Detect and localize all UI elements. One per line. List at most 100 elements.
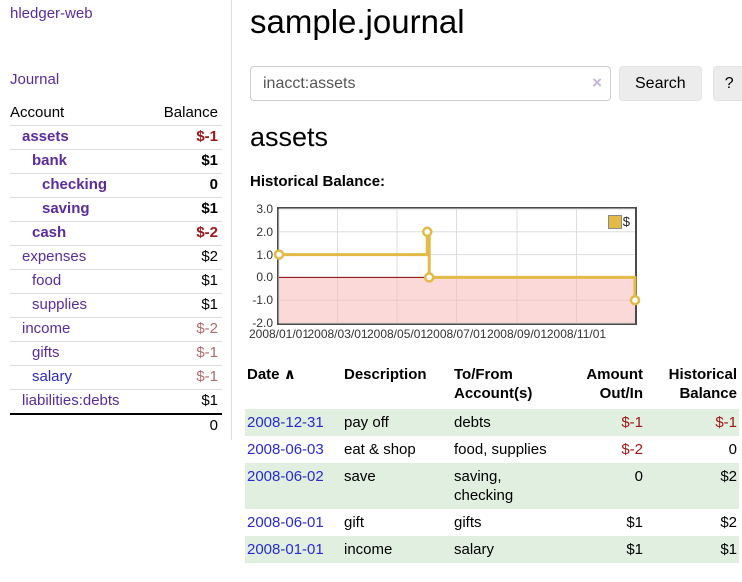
- accounts-balance-table: Account Balance assets $-1 bank $1 check…: [10, 102, 222, 438]
- account-link-bank[interactable]: bank: [32, 152, 68, 169]
- x-axis-tick-label: 2008/11/01: [546, 327, 607, 341]
- account-link-food[interactable]: food: [32, 272, 62, 289]
- account-link-supplies[interactable]: supplies: [32, 296, 88, 313]
- x-axis-tick-label: 2008/05/01: [366, 327, 428, 341]
- legend-label: $: [622, 214, 630, 229]
- transaction-date-link[interactable]: 2008-06-03: [247, 441, 324, 458]
- register-header-row: Date ∧ Description To/From Account(s) Am…: [245, 362, 739, 409]
- search-input[interactable]: [250, 66, 611, 101]
- account-balance: $-1: [196, 344, 218, 361]
- account-page-title: assets: [250, 122, 329, 152]
- transaction-description: income: [344, 541, 393, 558]
- chart-plot-area: $ 3.0 2.0 1.0 0.0 -1.0 -2.0 2008/01/01 2008/03/…: [249, 202, 641, 341]
- chart-legend: $: [606, 214, 631, 229]
- y-axis-tick-label: -2.0: [252, 316, 273, 330]
- account-row-cash: cash $-2: [10, 221, 222, 246]
- account-link-checking[interactable]: checking: [42, 176, 108, 193]
- x-axis-tick-label: 2008/01/01: [248, 327, 310, 341]
- transaction-accounts: food, supplies: [454, 441, 547, 458]
- register-header-accounts: To/From Account(s): [454, 366, 533, 402]
- transaction-date-link[interactable]: 2008-01-01: [247, 541, 324, 558]
- register-header-amount: Amount Out/In: [586, 366, 643, 402]
- account-balance: $1: [201, 152, 218, 169]
- historical-balance-chart: $ 3.0 2.0 1.0 0.0 -1.0 -2.0 2008/01/01 2008/03/…: [249, 200, 742, 350]
- transaction-amount: $1: [626, 541, 643, 558]
- account-balance: $2: [201, 248, 218, 265]
- account-balance: $-2: [196, 224, 218, 241]
- legend-swatch-icon: [607, 214, 622, 229]
- register-header-description: Description: [344, 366, 427, 383]
- register-row: 2008-01-01 income salary $1 $1: [245, 536, 739, 563]
- register-row: 2008-06-02 save saving, checking 0 $2: [245, 463, 739, 509]
- account-row-checking: checking 0: [10, 173, 222, 198]
- register-row: 2008-12-31 pay off debts $-1 $-1: [245, 409, 739, 436]
- account-link-gifts[interactable]: gifts: [32, 344, 60, 361]
- transaction-description: pay off: [344, 414, 389, 431]
- accounts-total-row: 0: [10, 414, 222, 438]
- account-balance: $1: [201, 200, 218, 217]
- register-table: Date ∧ Description To/From Account(s) Am…: [245, 362, 739, 563]
- y-axis-tick-label: 1.0: [256, 247, 273, 262]
- help-button[interactable]: ?: [712, 66, 742, 101]
- sidebar: hledger-web Journal Account Balance asse…: [0, 0, 232, 440]
- accounts-header-account: Account: [10, 104, 65, 121]
- account-balance: $-1: [196, 368, 218, 385]
- account-row-salary: salary $-1: [10, 365, 222, 390]
- account-link-expenses[interactable]: expenses: [22, 248, 87, 265]
- account-row-food: food $1: [10, 269, 222, 294]
- transaction-amount: $-1: [621, 414, 643, 431]
- y-axis-tick-label: 0.0: [256, 270, 273, 285]
- y-axis-tick-label: 3.0: [256, 202, 273, 216]
- transaction-amount: $-2: [621, 441, 643, 458]
- register-header-balance: Historical Balance: [668, 366, 737, 402]
- account-balance: $-1: [196, 128, 218, 145]
- account-balance: $1: [201, 296, 218, 313]
- transaction-description: gift: [344, 514, 365, 531]
- account-balance: 0: [209, 176, 218, 193]
- clear-search-icon[interactable]: ×: [592, 73, 602, 92]
- transaction-balance: $2: [720, 514, 737, 531]
- x-axis-tick-label: 2008/03/01: [307, 327, 368, 341]
- x-axis-tick-label: 2008/09/01: [486, 327, 547, 341]
- sidebar-item-journal[interactable]: Journal: [10, 71, 60, 88]
- chart-canvas: [273, 208, 641, 324]
- page-title: sample.journal: [250, 3, 465, 40]
- transaction-amount: $1: [626, 514, 643, 531]
- transaction-balance: $1: [720, 541, 737, 558]
- register-row: 2008-06-03 eat & shop food, supplies $-2…: [245, 436, 739, 463]
- transaction-date-link[interactable]: 2008-06-01: [247, 514, 324, 531]
- transaction-description: save: [344, 468, 376, 485]
- register-header-date[interactable]: Date ∧: [245, 362, 342, 409]
- account-link-cash[interactable]: cash: [32, 224, 67, 241]
- transaction-date-link[interactable]: 2008-06-02: [247, 468, 324, 485]
- search-box: ×: [250, 66, 611, 101]
- account-row-supplies: supplies $1: [10, 293, 222, 318]
- account-link-salary[interactable]: salary: [32, 368, 73, 385]
- app-title-link[interactable]: hledger-web: [10, 5, 93, 22]
- y-axis-tick-label: 2.0: [256, 224, 273, 239]
- account-link-income[interactable]: income: [22, 320, 71, 337]
- account-link-assets[interactable]: assets: [22, 128, 69, 145]
- account-row-bank: bank $1: [10, 149, 222, 174]
- account-row-liabilities-debts: liabilities:debts $1: [10, 389, 222, 415]
- account-balance: $1: [201, 392, 218, 409]
- account-row-income: income $-2: [10, 317, 222, 342]
- transaction-accounts: gifts: [454, 514, 482, 531]
- transaction-accounts: salary: [454, 541, 495, 558]
- account-row-saving: saving $1: [10, 197, 222, 222]
- account-link-saving[interactable]: saving: [42, 200, 90, 217]
- x-axis-tick-label: 2008/07/01: [426, 327, 487, 341]
- transaction-accounts: debts: [454, 414, 491, 431]
- transaction-description: eat & shop: [344, 441, 416, 458]
- accounts-header-balance: Balance: [163, 104, 218, 121]
- transaction-date-link[interactable]: 2008-12-31: [247, 414, 324, 431]
- date-header-label: Date: [247, 366, 280, 383]
- account-link-liabilities-debts[interactable]: liabilities:debts: [22, 392, 120, 409]
- register-row: 2008-06-01 gift gifts $1 $2: [245, 509, 739, 536]
- search-button[interactable]: Search: [619, 66, 702, 101]
- search-form: × Search ?: [250, 66, 742, 101]
- account-balance: $-2: [196, 320, 218, 337]
- account-row-assets: assets $-1: [10, 125, 222, 150]
- accounts-table-header: Account Balance: [10, 102, 222, 126]
